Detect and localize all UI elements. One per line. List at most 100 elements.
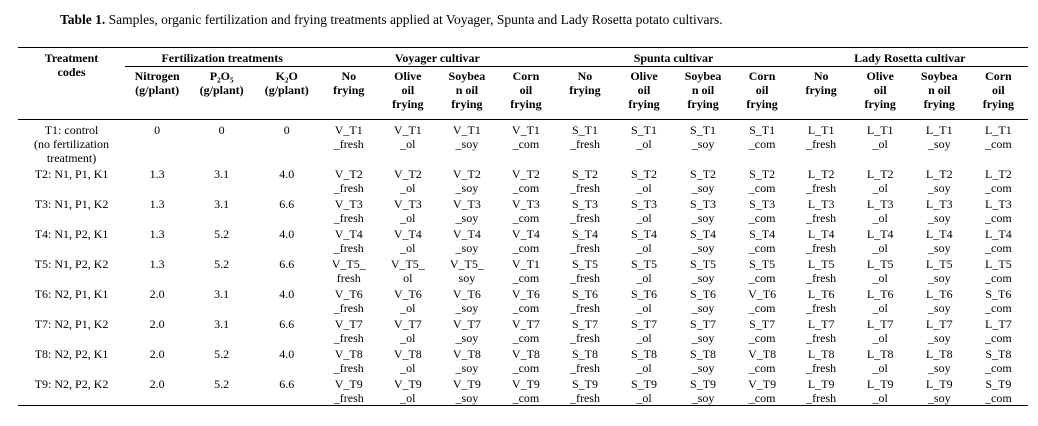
table-cell: V_T1 _com (511, 123, 540, 151)
group-header: Lady Rosetta cultivar (791, 47, 1028, 67)
table-cell: 0 (154, 123, 161, 137)
table-caption: Table 1. Samples, organic fertilization … (60, 12, 723, 28)
table-row: T7: N2, P1, K2 2.0 3.1 6.6 V_T7 _fresh V_T7 _… (18, 315, 1028, 345)
table-cell: L_T6 _fresh (806, 287, 837, 315)
column-header: Soybea n oil frying (673, 66, 733, 120)
table-cell: S_T4 _soy (690, 227, 717, 255)
row-header: T9: N2, P2, K2 (18, 375, 126, 406)
row-header: T1: control (no fertilization treatment) (34, 123, 110, 165)
table-cell: V_T1 _com (511, 257, 540, 285)
table-cell: V_T8 _com (748, 347, 777, 375)
caption-label: Table 1. (60, 12, 106, 27)
table-cell: V_T3 _fresh (333, 197, 364, 225)
table-cell: V_T2 _fresh (333, 167, 364, 195)
row-header: T7: N2, P1, K2 (34, 317, 109, 331)
table-cell: S_T3 _ol (631, 197, 658, 225)
table-cell: L_T2 _ol (866, 167, 894, 195)
column-header: No frying (319, 66, 379, 120)
table-cell: 3.1 (214, 317, 230, 331)
table-cell: S_T8 _com (985, 347, 1012, 375)
table-cell: V_T8 _ol (393, 347, 422, 375)
table-row: T1: control (no fertilization treatment)… (18, 120, 1028, 166)
column-header: Olive oil frying (614, 66, 674, 120)
table-cell: L_T4 _soy (925, 227, 953, 255)
table-cell: S_T5 _soy (690, 257, 717, 285)
row-header: T3: N1, P1, K2 (34, 197, 109, 211)
table-cell: S_T3 _com (748, 197, 776, 225)
table-cell: 5.2 (189, 375, 255, 406)
table-cell: V_T5_ fresh (331, 257, 366, 285)
table-cell: L_T8 _fresh (806, 347, 837, 375)
table-cell: L_T7 _com (985, 317, 1012, 345)
table-cell: L_T1 _fresh (806, 123, 837, 151)
table-cell: L_T6 _soy (925, 287, 953, 315)
table-cell: L_T8 _ol (866, 347, 894, 375)
column-header: Soybea n oil frying (437, 66, 497, 120)
column-header: Nitrogen (g/plant) (125, 66, 190, 120)
row-header: T4: N1, P2, K1 (34, 227, 109, 241)
table-cell: L_T9 _ol (850, 375, 910, 406)
data-table: Treatment codes Fertilization treatments V… (18, 47, 1028, 406)
table-cell: L_T3 _soy (925, 197, 953, 225)
table-cell: L_T2 _com (985, 167, 1012, 195)
table-cell: 6.6 (279, 257, 295, 271)
table-row: T2: N1, P1, K1 1.3 3.1 4.0 V_T2 _fresh V_T2 _… (18, 165, 1028, 195)
table-cell: L_T5 _com (985, 257, 1012, 285)
table-cell: L_T2 _soy (925, 167, 953, 195)
table-cell: 4.0 (279, 167, 295, 181)
table-cell: V_T6 _fresh (333, 287, 364, 315)
table-cell: 3.1 (214, 287, 230, 301)
row-header: T2: N1, P1, K1 (34, 167, 109, 181)
column-header: Soybea n oil frying (909, 66, 969, 120)
table-cell: S_T4 _fresh (569, 227, 600, 255)
table-cell: 2.0 (125, 375, 190, 406)
table-cell: V_T7 _com (511, 317, 540, 345)
table-row: T4: N1, P2, K1 1.3 5.2 4.0 V_T4 _fresh V_T4 _… (18, 225, 1028, 255)
table-cell: L_T3 _com (985, 197, 1012, 225)
column-header: No frying (555, 66, 615, 120)
table-cell: L_T3 _ol (866, 197, 894, 225)
table-cell: L_T1 _com (985, 123, 1012, 151)
column-header: Olive oil frying (850, 66, 910, 120)
group-header: Voyager cultivar (319, 47, 556, 67)
column-header: Corn oil frying (968, 66, 1028, 120)
group-header: Spunta cultivar (555, 47, 792, 67)
table-cell: V_T2 _ol (393, 167, 422, 195)
table-cell: V_T9 _com (496, 375, 556, 406)
table-cell: V_T1 _fresh (333, 123, 364, 151)
column-header: Corn oil frying (732, 66, 792, 120)
table-cell: 5.2 (214, 227, 230, 241)
table-cell: V_T4 _com (511, 227, 540, 255)
table-cell: S_T3 _fresh (569, 197, 600, 225)
table-cell: V_T9 _soy (437, 375, 497, 406)
table-cell: S_T6 _fresh (569, 287, 600, 315)
table-cell: L_T5 _ol (866, 257, 894, 285)
table-cell: V_T8 _soy (452, 347, 481, 375)
table-cell: V_T2 _soy (452, 167, 481, 195)
table-cell: L_T9 _soy (909, 375, 969, 406)
table-cell: 6.6 (254, 375, 320, 406)
table-cell: S_T5 _ol (631, 257, 658, 285)
row-header: T8: N2, P2, K1 (34, 347, 109, 361)
table-cell: 2.0 (149, 317, 165, 331)
table-cell: S_T6 _ol (631, 287, 658, 315)
table-cell: V_T5_ soy (449, 257, 484, 285)
table-cell: V_T3 _com (511, 197, 540, 225)
table-cell: V_T4 _fresh (333, 227, 364, 255)
table-cell: 1.3 (149, 197, 165, 211)
table-cell: V_T2 _com (511, 167, 540, 195)
table-cell: V_T8 _fresh (333, 347, 364, 375)
column-header: K₂O (g/plant) (254, 66, 320, 120)
table-cell: 4.0 (279, 287, 295, 301)
table-cell: 4.0 (279, 347, 295, 361)
table-cell: S_T2 _ol (631, 167, 658, 195)
column-header: Treatment codes (18, 47, 126, 120)
table-cell: V_T9 _com (732, 375, 792, 406)
table-cell: S_T7 _soy (690, 317, 717, 345)
table-cell: V_T1 _soy (452, 123, 481, 151)
table-cell: V_T6 _com (748, 287, 777, 315)
table-cell: V_T5_ ol (390, 257, 425, 285)
table-cell: 1.3 (149, 167, 165, 181)
table-cell: 6.6 (279, 197, 295, 211)
